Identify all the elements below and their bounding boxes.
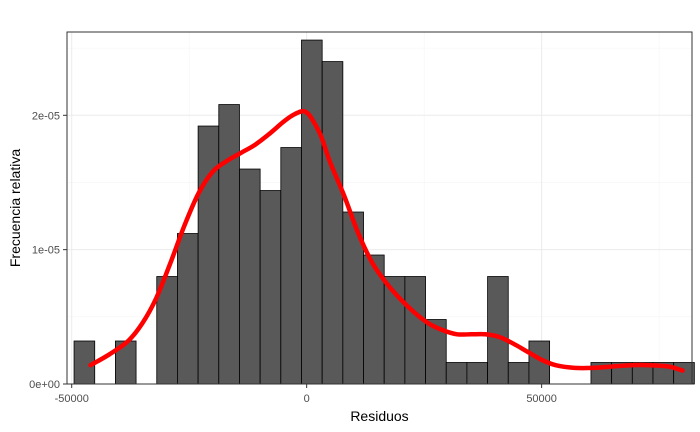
- x-axis-title: Residuos: [350, 408, 408, 424]
- x-axis: -50000 0 50000: [55, 384, 557, 405]
- histogram-bar: [301, 39, 323, 385]
- histogram-bar: [487, 276, 509, 385]
- x-tick-label: -50000: [55, 393, 89, 405]
- plot-area: [66, 31, 695, 385]
- histogram-bar: [280, 147, 302, 385]
- y-tick-label: 0e+00: [29, 379, 60, 391]
- density-curve: [88, 108, 685, 373]
- histogram-bar: [259, 190, 282, 385]
- histogram-bar: [177, 233, 199, 385]
- histogram-bar: [673, 362, 695, 385]
- histogram-bar: [507, 362, 530, 385]
- histogram-bar: [239, 168, 261, 385]
- panel-border: [66, 31, 693, 385]
- histogram-bar: [321, 61, 344, 385]
- x-tick-label: 0: [304, 393, 310, 405]
- y-tick-label: 1e-05: [32, 245, 60, 257]
- y-tick-label: 2e-05: [32, 110, 60, 122]
- histogram-bar: [218, 104, 240, 385]
- x-tick-label: 50000: [526, 393, 557, 405]
- histogram-bar: [404, 276, 426, 385]
- y-axis: 0e+00 1e-05 2e-05: [29, 110, 67, 391]
- y-axis-title: Frecuencia relativa: [7, 149, 23, 267]
- histogram-bar: [445, 362, 468, 385]
- histogram-bar: [197, 125, 220, 385]
- histogram-bar: [466, 362, 488, 385]
